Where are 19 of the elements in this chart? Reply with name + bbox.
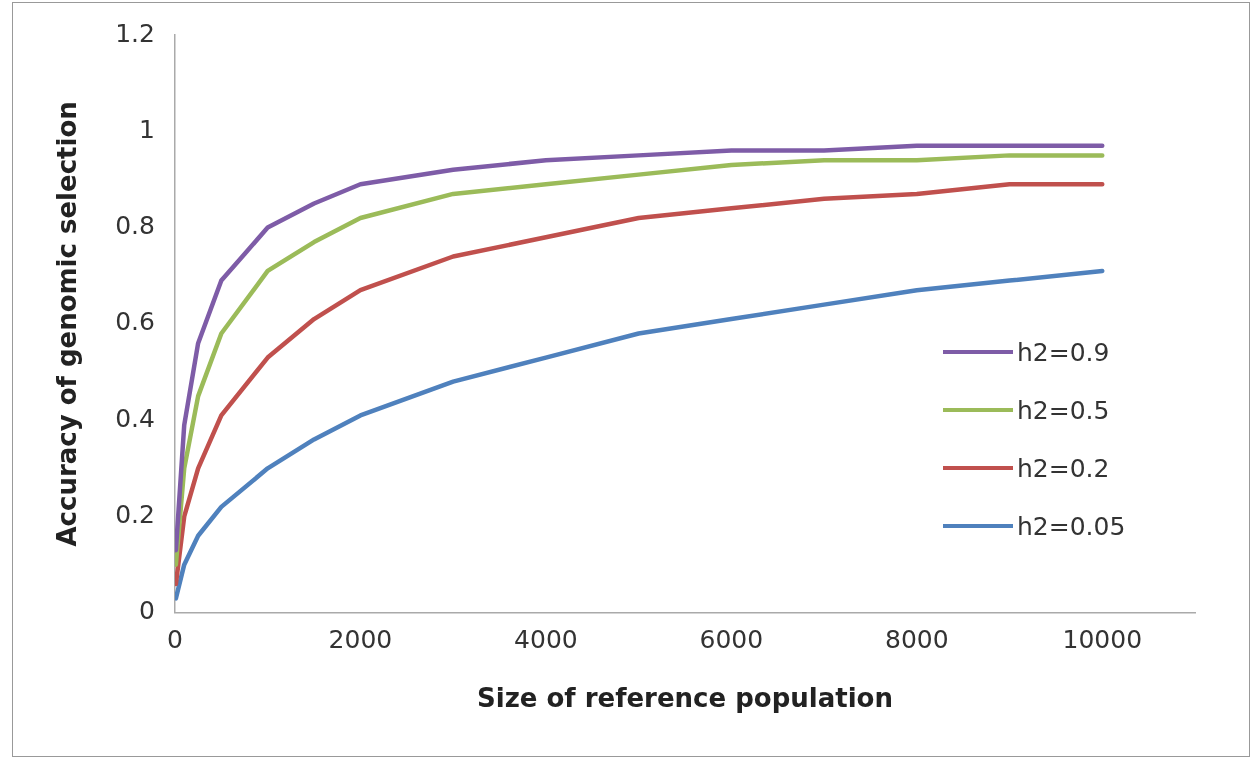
y-tick-label: 1 — [139, 114, 155, 144]
y-tick-label: 0.8 — [115, 211, 155, 241]
x-tick-label: 2000 — [328, 625, 393, 655]
legend-label: h2=0.05 — [1017, 511, 1126, 541]
x-tick-label: 4000 — [514, 625, 578, 655]
y-tick-label: 0.6 — [115, 307, 155, 337]
legend-label: h2=0.2 — [1017, 453, 1110, 483]
y-axis-title: Accuracy of genomic selection — [52, 101, 83, 547]
x-tick-label: 6000 — [699, 625, 764, 655]
y-tick-label: 1.2 — [115, 18, 155, 48]
y-tick-label: 0.2 — [115, 500, 155, 529]
y-tick-label: 0 — [139, 596, 155, 626]
x-axis-title: Size of reference population — [477, 683, 893, 714]
y-tick-label: 0.4 — [115, 403, 155, 433]
legend-label: h2=0.9 — [1017, 337, 1110, 367]
x-tick-label: 8000 — [884, 625, 949, 655]
x-tick-label: 0 — [167, 625, 183, 655]
x-tick-label: 10000 — [1062, 625, 1143, 655]
legend-label: h2=0.5 — [1017, 395, 1110, 425]
